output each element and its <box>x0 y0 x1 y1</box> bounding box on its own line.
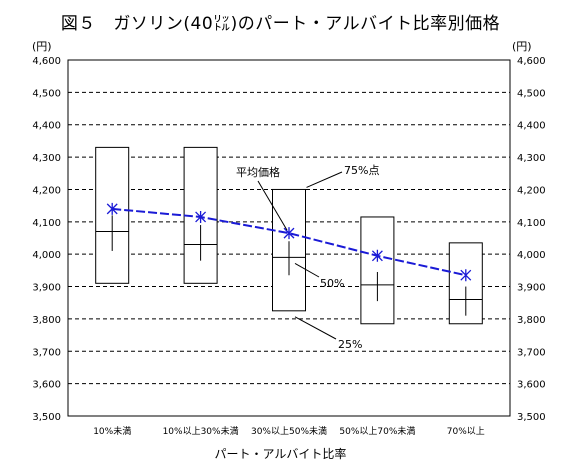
y-unit-left: (円) <box>32 40 52 53</box>
y-tick-label-left: 3,500 <box>32 412 61 423</box>
box <box>360 216 395 325</box>
y-tick-label-right: 4,300 <box>517 153 546 164</box>
mean-point <box>371 249 383 262</box>
y-unit-right: (円) <box>512 40 532 53</box>
mean-point <box>283 227 295 240</box>
x-tick-label: 70%以上 <box>447 426 485 437</box>
annotation-q25: 25% <box>338 338 362 351</box>
mean-line <box>112 207 467 277</box>
y-tick-label-left: 3,800 <box>32 315 61 326</box>
y-tick-label-right: 3,700 <box>517 347 546 358</box>
y-tick-label-right: 3,800 <box>517 315 546 326</box>
y-tick-label-left: 3,700 <box>32 347 61 358</box>
chart-title: 図５ ガソリン(40㍑)のパート・アルバイト比率別価格 <box>60 14 501 34</box>
y-tick-label-right: 3,900 <box>517 283 546 294</box>
y-tick-label-right: 4,400 <box>517 121 546 132</box>
y-tick-label-left: 4,100 <box>32 218 61 229</box>
y-tick-label-left: 3,900 <box>32 283 61 294</box>
annotation-pointer <box>306 171 343 188</box>
annotation-pointer <box>294 316 337 340</box>
x-tick-label: 10%未満 <box>93 425 131 437</box>
annotation-pointer <box>257 180 288 231</box>
x-axis-label: パート・アルバイト比率 <box>214 447 347 461</box>
annotation-pointer <box>294 262 320 278</box>
mean-point <box>460 269 472 282</box>
annotation-median: 50% <box>320 277 344 290</box>
x-tick-label: 30%以上50%未満 <box>251 425 327 437</box>
y-tick-label-right: 3,600 <box>517 380 546 391</box>
y-tick-label-right: 3,500 <box>517 412 546 423</box>
x-tick-label: 50%以上70%未満 <box>339 425 415 437</box>
y-tick-label-left: 4,300 <box>32 153 61 164</box>
y-tick-label-left: 4,400 <box>32 121 61 132</box>
y-tick-label-right: 4,000 <box>517 250 546 261</box>
mean-point <box>195 210 207 223</box>
y-tick-label-left: 4,500 <box>32 88 61 99</box>
plot-area <box>67 59 511 417</box>
y-tick-label-right: 4,500 <box>517 88 546 99</box>
y-tick-label-left: 3,600 <box>32 380 61 391</box>
y-tick-label-left: 4,200 <box>32 185 61 196</box>
annotation-mean: 平均価格 <box>236 165 280 179</box>
mean-point <box>106 202 118 215</box>
x-tick-label: 10%以上30%未満 <box>163 425 239 437</box>
y-tick-label-right: 4,600 <box>517 56 546 67</box>
y-tick-label-right: 4,200 <box>517 185 546 196</box>
y-tick-label-right: 4,100 <box>517 218 546 229</box>
y-tick-label-left: 4,600 <box>32 56 61 67</box>
y-tick-label-left: 4,000 <box>32 250 61 261</box>
annotation-q75: 75%点 <box>344 164 379 177</box>
